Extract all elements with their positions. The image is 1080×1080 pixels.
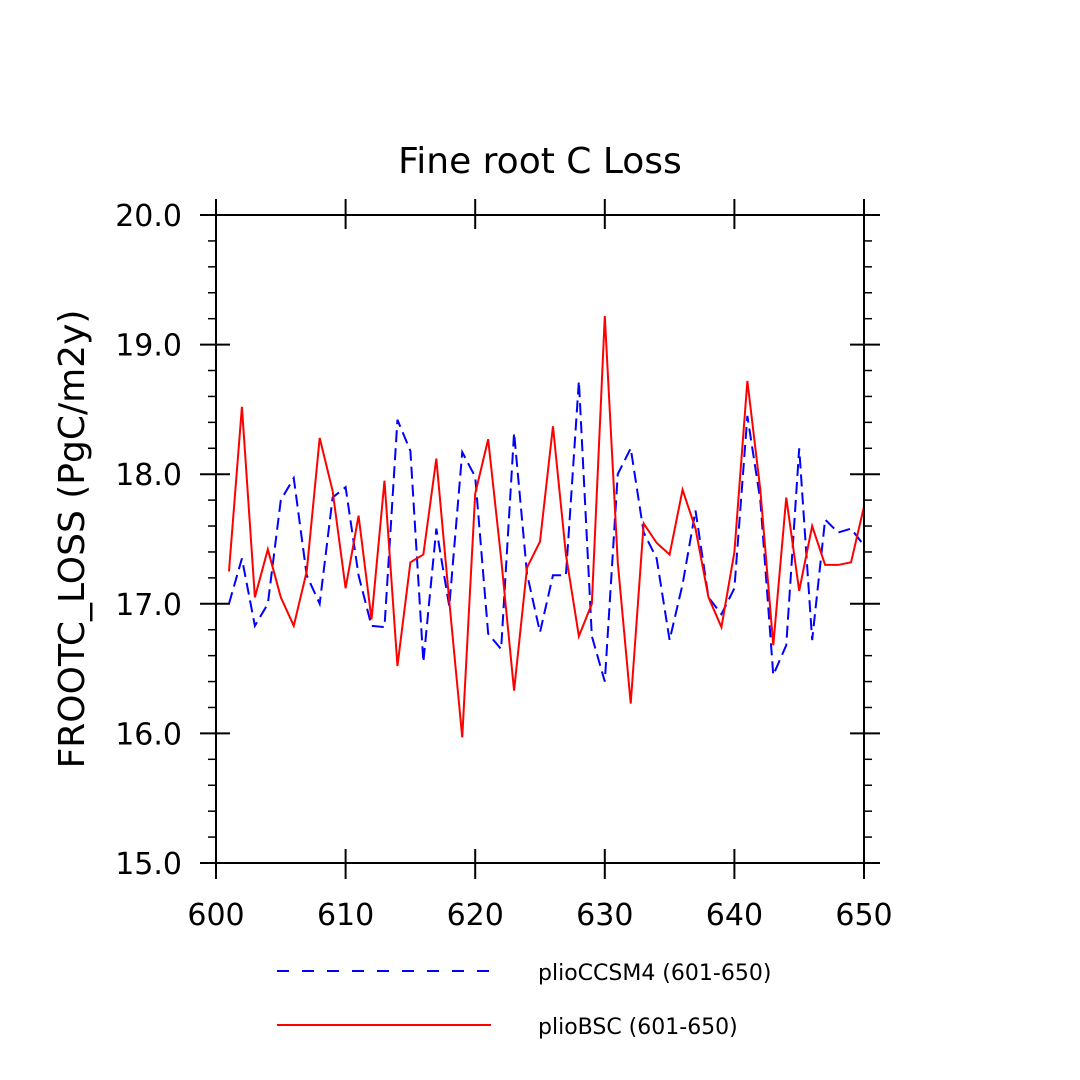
plot-frame [215, 214, 865, 864]
y-tick-label: 19.0 [115, 329, 182, 364]
legend-label-0: plioCCSM4 (601-650) [538, 961, 771, 986]
axis-ticks: 600 610 620 630 640 650 15.0 16.0 17.0 18.0 19.0 20… [115, 199, 893, 933]
x-tick-label: 640 [706, 898, 763, 933]
x-tick-label: 650 [835, 898, 892, 933]
legend-label-1: plioBSC (601-650) [538, 1015, 738, 1040]
x-tick-label: 620 [447, 898, 504, 933]
y-tick-label: 20.0 [115, 199, 182, 234]
y-tick-label: 16.0 [115, 717, 182, 752]
x-tick-label: 630 [576, 898, 633, 933]
y-tick-label: 17.0 [115, 588, 182, 623]
y-tick-label: 15.0 [115, 847, 182, 882]
series-line-1 [227, 316, 865, 738]
plot-lines [227, 316, 865, 738]
y-tick-label: 18.0 [115, 458, 182, 493]
y-axis-label: FROOTC_LOSS (PgC/m2y) [52, 310, 93, 769]
chart-title: Fine root C Loss [398, 141, 682, 182]
series-line-0 [227, 380, 865, 682]
x-tick-label: 610 [317, 898, 374, 933]
legend: plioCCSM4 (601-650) plioBSC (601-650) [277, 961, 771, 1040]
x-tick-label: 600 [187, 898, 244, 933]
